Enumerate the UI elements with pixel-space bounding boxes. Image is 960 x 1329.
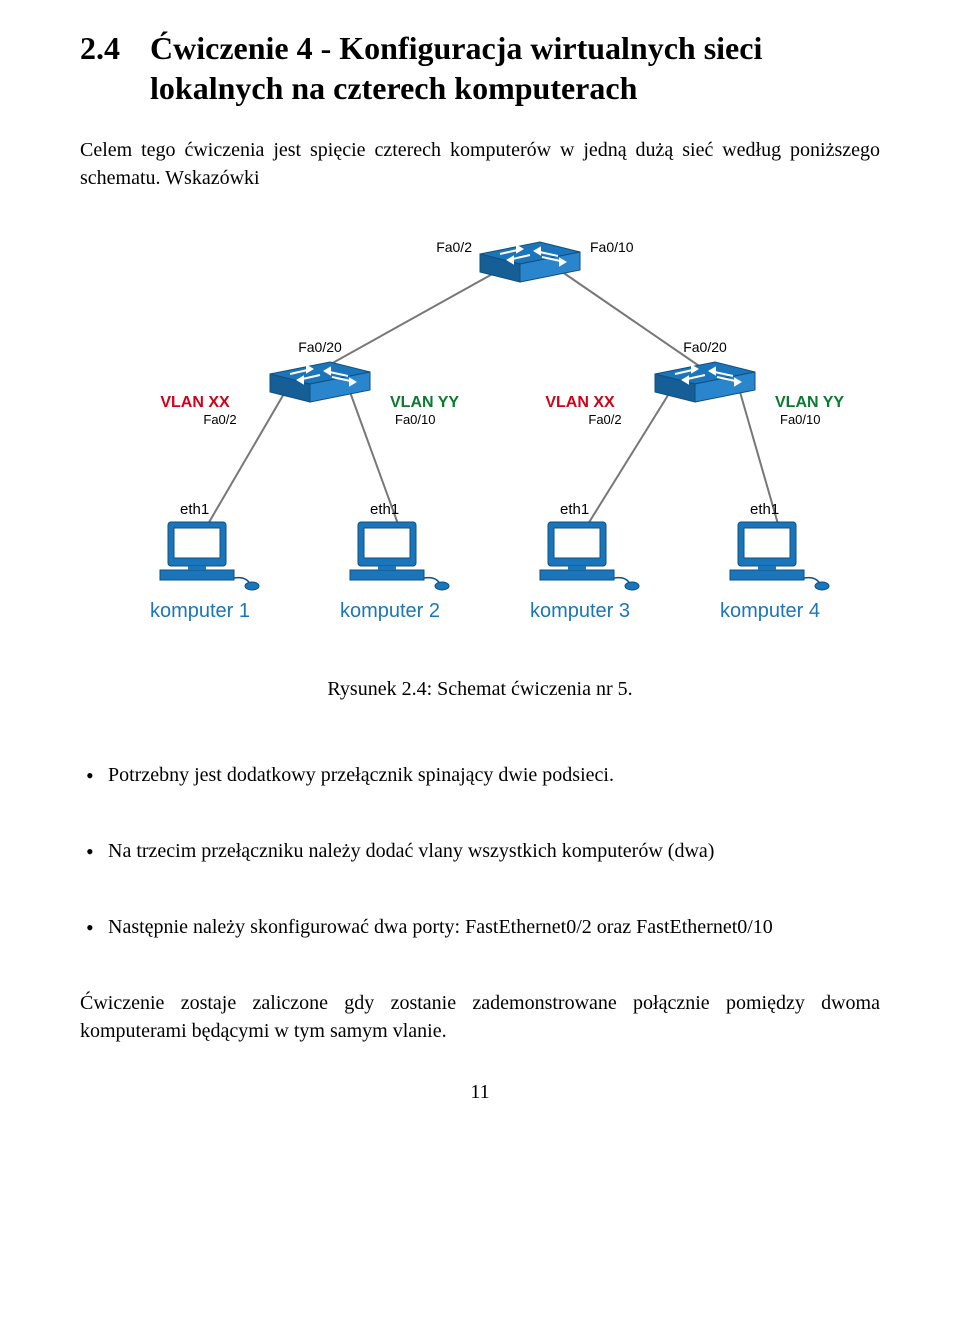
hints-list: Potrzebny jest dodatkowy przełącznik spi…	[80, 761, 880, 941]
figure-caption: Rysunek 2.4: Schemat ćwiczenia nr 5.	[80, 678, 880, 701]
mid-switch-left: Fa0/20 VLAN XX Fa0/2 VLAN YY Fa0/10	[160, 339, 459, 427]
computer-2: eth1 komputer 2	[340, 501, 449, 622]
mid-left-vlan-xx: VLAN XX	[160, 394, 230, 411]
mid-left-vlan-yy: VLAN YY	[390, 394, 459, 411]
mid-left-uplink: Fa0/20	[298, 339, 342, 355]
top-switch: Fa0/2 Fa0/10	[436, 239, 634, 282]
top-switch-port-right: Fa0/10	[590, 239, 634, 255]
mid-right-vlan-xx: VLAN XX	[545, 394, 615, 411]
list-item: Potrzebny jest dodatkowy przełącznik spi…	[80, 761, 880, 789]
mid-left-port-left: Fa0/2	[203, 412, 236, 427]
section-heading: 2.4 Ćwiczenie 4 - Konfiguracja wirtualny…	[80, 28, 880, 108]
pc1-eth: eth1	[180, 501, 209, 518]
mid-right-vlan-yy: VLAN YY	[775, 394, 844, 411]
list-item: Następnie należy skonfigurować dwa porty…	[80, 913, 880, 941]
pc2-label: komputer 2	[340, 600, 440, 622]
pc2-eth: eth1	[370, 501, 399, 518]
mid-right-port-left: Fa0/2	[588, 412, 621, 427]
closing-paragraph: Ćwiczenie zostaje zaliczone gdy zostanie…	[80, 989, 880, 1045]
top-switch-port-left: Fa0/2	[436, 239, 472, 255]
pc4-eth: eth1	[750, 501, 779, 518]
mid-right-uplink: Fa0/20	[683, 339, 727, 355]
pc3-label: komputer 3	[530, 600, 630, 622]
computer-4: eth1 komputer 4	[720, 501, 829, 622]
page: 2.4 Ćwiczenie 4 - Konfiguracja wirtualny…	[0, 0, 960, 1144]
heading-number: 2.4	[80, 28, 150, 68]
network-diagram: Fa0/2 Fa0/10 Fa0/20 VLAN XX Fa0/2 VLAN Y…	[100, 212, 860, 652]
pc4-label: komputer 4	[720, 600, 820, 622]
intro-paragraph: Celem tego ćwiczenia jest spięcie cztere…	[80, 136, 880, 192]
computer-1: eth1 komputer 1	[150, 501, 259, 622]
pc3-eth: eth1	[560, 501, 589, 518]
list-item: Na trzecim przełączniku należy dodać vla…	[80, 837, 880, 865]
mid-left-port-right: Fa0/10	[395, 412, 435, 427]
heading-title: Ćwiczenie 4 - Konfiguracja wirtualnych s…	[150, 28, 880, 108]
page-number: 11	[80, 1081, 880, 1104]
mid-right-port-right: Fa0/10	[780, 412, 820, 427]
mid-switch-right: Fa0/20 VLAN XX Fa0/2 VLAN YY Fa0/10	[545, 339, 844, 427]
pc1-label: komputer 1	[150, 600, 250, 622]
computer-3: eth1 komputer 3	[530, 501, 639, 622]
